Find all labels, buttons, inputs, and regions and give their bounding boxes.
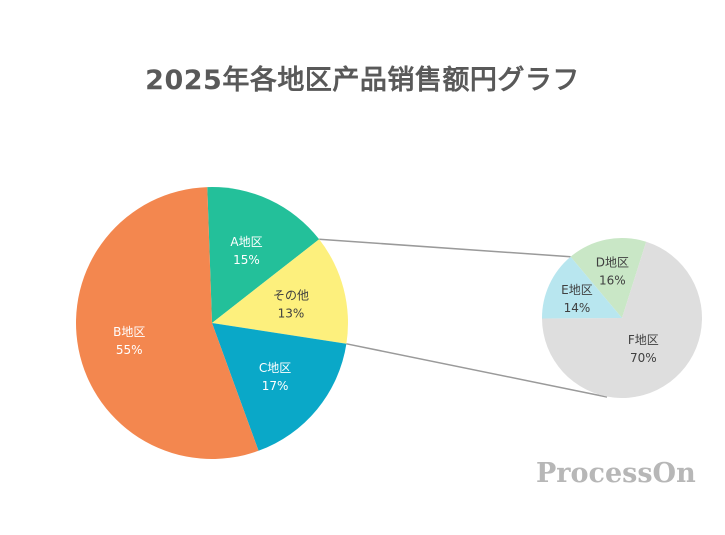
sub-slice-d-region-label: D地区 16% — [596, 255, 629, 287]
watermark-logo: ProcessOn — [536, 458, 696, 489]
sub-slice-e-region-label: E地区 14% — [561, 283, 593, 315]
connector-line-top — [319, 238, 571, 258]
slice-b-region-label: B地区 55% — [113, 325, 145, 357]
slice-other-label: その他 13% — [273, 288, 309, 320]
connector-line-bottom — [346, 343, 608, 398]
slice-b-region — [75, 187, 259, 460]
sub-slice-f-region-label: F地区 70% — [628, 333, 659, 365]
chart-title: 2025年各地区产品销售额円グラフ — [145, 65, 580, 96]
sub-slice-e-region — [542, 256, 622, 319]
slice-a-region — [207, 187, 320, 323]
sub-slice-d-region — [570, 238, 647, 318]
slice-other — [212, 239, 348, 344]
sub-slice-f-region — [542, 241, 703, 399]
slice-c-region-label: C地区 17% — [259, 361, 291, 393]
slice-a-region-label: A地区 15% — [230, 235, 262, 267]
slice-c-region — [212, 323, 347, 451]
